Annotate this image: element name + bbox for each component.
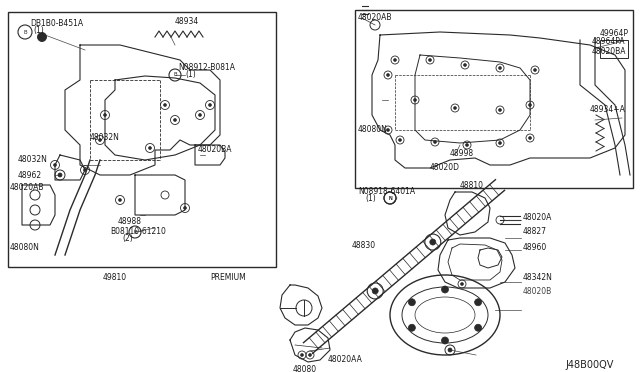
Circle shape: [372, 288, 378, 294]
Circle shape: [475, 324, 482, 331]
Text: 48020D: 48020D: [430, 164, 460, 173]
Circle shape: [399, 138, 401, 141]
Circle shape: [448, 348, 452, 352]
Text: 48020AB: 48020AB: [358, 13, 392, 22]
Text: 48080: 48080: [293, 366, 317, 372]
Circle shape: [408, 324, 415, 331]
Text: 48934+A: 48934+A: [590, 106, 626, 115]
Bar: [600, 40, 628, 58]
Text: 49810: 49810: [103, 273, 127, 282]
Circle shape: [499, 67, 502, 70]
Text: 48032N: 48032N: [18, 155, 48, 164]
Circle shape: [104, 113, 106, 116]
Text: (1): (1): [185, 71, 196, 80]
Text: N: N: [388, 196, 392, 201]
Text: 48080N: 48080N: [358, 125, 388, 135]
Text: B: B: [173, 73, 177, 77]
Bar: [355, 10, 633, 188]
Text: 48988: 48988: [118, 218, 142, 227]
Bar: [8, 12, 276, 267]
Text: 48962: 48962: [18, 170, 42, 180]
Circle shape: [173, 119, 177, 122]
Text: 48020AA: 48020AA: [328, 356, 363, 365]
Circle shape: [442, 337, 449, 344]
Circle shape: [184, 206, 186, 209]
Text: B: B: [133, 230, 137, 234]
Circle shape: [58, 173, 62, 177]
Circle shape: [83, 169, 86, 171]
Circle shape: [209, 103, 211, 106]
Text: 48934: 48934: [175, 17, 199, 26]
Text: (1): (1): [365, 195, 376, 203]
Circle shape: [465, 144, 468, 147]
Text: N08912-B081A: N08912-B081A: [178, 64, 235, 73]
Circle shape: [54, 164, 56, 167]
Text: 48020BA: 48020BA: [592, 48, 627, 57]
Text: 48960: 48960: [523, 244, 547, 253]
Circle shape: [461, 282, 463, 285]
Circle shape: [198, 113, 202, 116]
Text: N08918-6401A: N08918-6401A: [358, 187, 415, 196]
Circle shape: [433, 141, 436, 144]
Circle shape: [99, 138, 102, 141]
Circle shape: [475, 299, 482, 306]
Text: 48342N: 48342N: [523, 273, 553, 282]
Circle shape: [454, 106, 456, 109]
Circle shape: [308, 353, 312, 356]
Text: DB1B0-B451A: DB1B0-B451A: [30, 19, 83, 28]
Circle shape: [429, 58, 431, 61]
Text: 48810: 48810: [460, 182, 484, 190]
Circle shape: [534, 68, 536, 71]
Text: (1): (1): [33, 26, 44, 35]
Circle shape: [430, 239, 436, 245]
Circle shape: [301, 353, 303, 356]
Circle shape: [394, 58, 397, 61]
Text: B: B: [23, 29, 27, 35]
Text: (2): (2): [122, 234, 132, 244]
Circle shape: [529, 137, 531, 140]
Circle shape: [38, 32, 47, 42]
Circle shape: [499, 109, 502, 112]
Circle shape: [413, 99, 417, 102]
Circle shape: [148, 147, 152, 150]
Circle shape: [529, 103, 531, 106]
Text: 48020BA: 48020BA: [198, 145, 232, 154]
Circle shape: [499, 141, 502, 144]
Text: 48032N: 48032N: [90, 134, 120, 142]
Text: 48020AB: 48020AB: [10, 183, 45, 192]
Text: 48080N: 48080N: [10, 244, 40, 253]
Text: 48830: 48830: [352, 241, 376, 250]
Text: N: N: [388, 196, 392, 201]
Text: PREMIUM: PREMIUM: [210, 273, 246, 282]
Circle shape: [163, 103, 166, 106]
Circle shape: [408, 299, 415, 306]
Text: 49964P: 49964P: [600, 29, 629, 38]
Circle shape: [442, 286, 449, 293]
Circle shape: [387, 128, 390, 131]
Circle shape: [118, 199, 122, 202]
Text: 48020A: 48020A: [523, 214, 552, 222]
Circle shape: [463, 64, 467, 67]
Text: J48B00QV: J48B00QV: [565, 360, 613, 370]
Text: B08110-61210: B08110-61210: [110, 228, 166, 237]
Text: 48998: 48998: [450, 148, 474, 157]
Circle shape: [387, 74, 390, 77]
Text: 48827: 48827: [523, 228, 547, 237]
Text: 48020B: 48020B: [523, 288, 552, 296]
Text: 48964PA: 48964PA: [592, 38, 626, 46]
